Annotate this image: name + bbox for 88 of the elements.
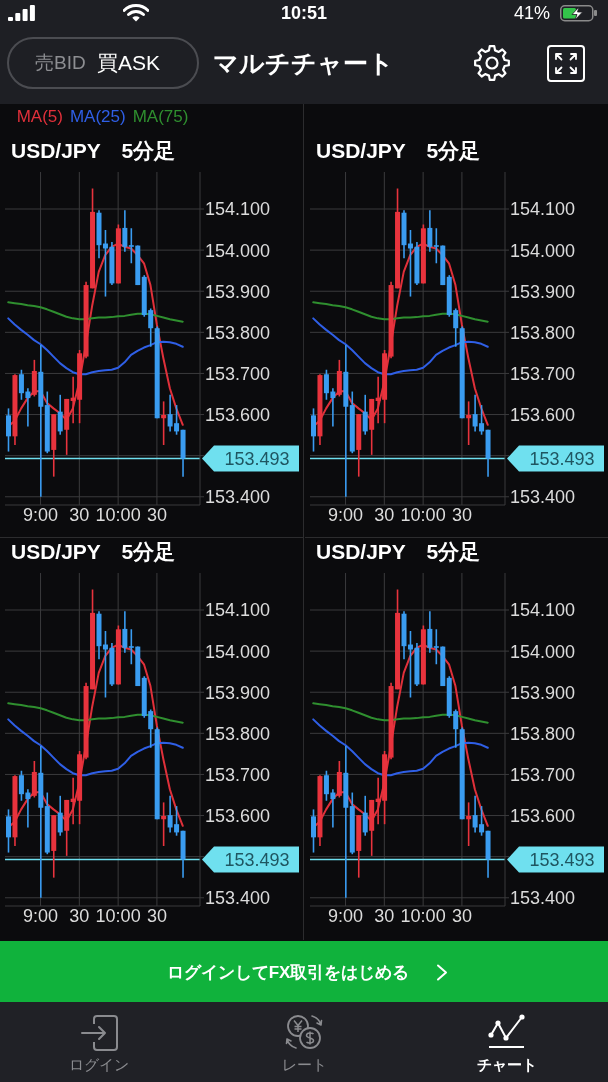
candlestick [362,795,368,837]
x-tick-label: 30 [69,504,90,525]
x-tick-label: 30 [146,504,167,525]
candlestick [122,209,128,253]
x-tick-label: 9:00 [328,905,364,926]
ref-line-label: 153.493 [529,850,595,871]
y-tick-label: 154.100 [510,199,576,220]
ref-line-label: 153.493 [529,449,595,470]
y-tick-label: 154.000 [510,641,576,662]
y-tick-label: 153.900 [205,281,271,302]
y-tick-label: 153.400 [510,888,576,909]
text: 41% [514,3,551,23]
text: 10:51 [280,3,328,23]
candlestick [161,400,167,446]
ref-line-label: 153.493 [224,449,290,470]
chart-title: USD/JPY 5分足 [316,139,481,162]
x-tick-label: 30 [451,905,472,926]
candlestick [336,359,342,398]
y-tick-label: 154.100 [205,600,271,621]
text: レート [281,1056,327,1073]
candlestick [427,209,433,253]
text: チャート [477,1056,537,1073]
y-tick-label: 153.400 [510,487,576,508]
candlestick [336,760,342,799]
text: MA(75) [132,107,189,127]
candlestick [362,394,368,436]
y-tick-label: 153.900 [205,682,271,703]
text: MA(25) [69,107,126,127]
y-tick-label: 154.100 [510,600,576,621]
y-tick-label: 153.700 [510,363,576,384]
y-tick-label: 153.400 [205,888,271,909]
y-tick-label: 153.700 [205,363,271,384]
candlestick [427,610,433,654]
x-tick-label: 30 [451,504,472,525]
x-tick-label: 9:00 [23,504,59,525]
text: MA(5) [16,107,63,127]
y-tick-label: 153.600 [510,404,576,425]
chart-title: USD/JPY 5分足 [11,540,176,563]
x-tick-label: 10:00 [95,504,141,525]
x-tick-label: 9:00 [23,905,59,926]
x-tick-label: 10:00 [400,905,446,926]
y-tick-label: 154.100 [205,199,271,220]
line-series [7,317,184,376]
button: ログインしてFX取引をはじめる [0,941,608,1002]
candlestick [31,760,37,799]
y-tick-label: 153.800 [205,723,271,744]
text: 買ASK [97,51,161,74]
x-tick-label: 30 [374,905,395,926]
y-tick-label: 153.900 [510,281,576,302]
candlestick [6,407,11,453]
text: ログイン [69,1056,129,1073]
x-tick-label: 30 [374,504,395,525]
x-tick-label: 9:00 [328,504,364,525]
ref-line-label: 153.493 [224,850,290,871]
candlestick [57,795,63,837]
line-series [7,718,184,777]
candlestick [57,394,63,436]
y-tick-label: 154.000 [510,240,576,261]
y-tick-label: 153.800 [510,322,576,343]
candlestick [6,808,11,854]
y-tick-label: 154.000 [205,240,271,261]
x-tick-label: 10:00 [400,504,446,525]
x-tick-label: 30 [69,905,90,926]
line-series [312,317,489,376]
candlestick [311,808,316,854]
candlestick [466,400,472,446]
candlestick [311,407,316,453]
candlestick [31,359,37,398]
y-tick-label: 153.700 [205,764,271,785]
chart-title: USD/JPY 5分足 [316,540,481,563]
candlestick [466,801,472,847]
y-tick-label: 153.900 [510,682,576,703]
y-tick-label: 153.800 [205,322,271,343]
y-tick-label: 153.600 [205,805,271,826]
x-tick-label: 30 [146,905,167,926]
text: 売BID [35,52,86,73]
candlestick [161,801,167,847]
y-tick-label: 153.400 [205,487,271,508]
line-series [312,718,489,777]
candlestick [122,610,128,654]
chart-title: USD/JPY 5分足 [11,139,176,162]
y-tick-label: 153.600 [510,805,576,826]
y-tick-label: 153.700 [510,764,576,785]
y-tick-label: 153.800 [510,723,576,744]
x-tick-label: 10:00 [95,905,141,926]
text: マルチチャート [213,49,394,77]
y-tick-label: 153.600 [205,404,271,425]
y-tick-label: 154.000 [205,641,271,662]
